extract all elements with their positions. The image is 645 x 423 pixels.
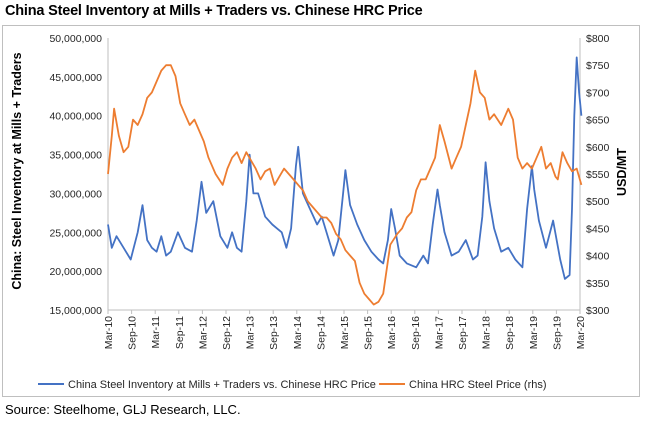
x-tick-label: Mar-20	[575, 316, 587, 349]
y2-tick-label: $800	[586, 33, 610, 45]
series-line-inventory	[107, 56, 583, 280]
y-tick-label: 35,000,000	[49, 150, 102, 162]
x-tick-label: Mar-10	[103, 316, 115, 349]
y-tick-label: 25,000,000	[49, 227, 102, 239]
y2-tick-label: $350	[586, 278, 610, 290]
y-tick-label: 15,000,000	[49, 305, 102, 317]
y2-tick-label: $450	[586, 223, 610, 235]
y2-axis-title: USD/MT	[615, 148, 629, 196]
legend-label-inventory: China Steel Inventory at Mills + Traders…	[68, 379, 376, 391]
x-tick-label: Sep-12	[221, 316, 233, 350]
x-tick-label: Mar-18	[481, 316, 493, 349]
x-tick-label: Mar-12	[197, 316, 209, 349]
legend-label-price: China HRC Steel Price (rhs)	[409, 379, 547, 391]
y-tick-label: 40,000,000	[49, 111, 102, 123]
y2-tick-label: $300	[586, 305, 610, 317]
x-tick-label: Sep-17	[457, 316, 469, 350]
y2-tick-label: $400	[586, 251, 610, 263]
y-axis-title: China: Steel Inventory at Mills + Trader…	[10, 52, 24, 289]
x-tick-label: Mar-19	[528, 316, 540, 349]
y2-tick-label: $500	[586, 196, 610, 208]
y-tick-label: 50,000,000	[49, 33, 102, 45]
legend: China Steel Inventory at Mills + Traders…	[38, 379, 547, 391]
y2-tick-label: $600	[586, 142, 610, 154]
x-tick-label: Mar-11	[150, 316, 162, 349]
x-tick-label: Mar-16	[386, 316, 398, 349]
y2-tick-label: $650	[586, 115, 610, 127]
x-tick-label: Mar-14	[292, 316, 304, 349]
x-tick-label: Sep-16	[410, 316, 422, 350]
x-tick-label: Sep-19	[551, 316, 563, 350]
x-tick-label: Sep-15	[363, 316, 375, 350]
x-tick-label: Sep-10	[127, 316, 139, 350]
chart-frame	[2, 25, 640, 397]
x-tick-label: Sep-11	[174, 316, 186, 349]
x-tick-label: Sep-18	[504, 316, 516, 350]
y2-tick-label: $700	[586, 87, 610, 99]
x-tick-label: Mar-17	[433, 316, 445, 349]
chart-title: China Steel Inventory at Mills + Traders…	[5, 3, 423, 19]
y2-tick-label: $550	[586, 169, 610, 181]
series-line-hrc-price	[107, 64, 583, 306]
x-tick-label: Sep-13	[268, 316, 280, 350]
x-tick-label: Mar-13	[245, 316, 257, 349]
y-tick-label: 20,000,000	[49, 266, 102, 278]
y-tick-label: 30,000,000	[49, 188, 102, 200]
x-tick-label: Mar-15	[339, 316, 351, 349]
source-note: Source: Steelhome, GLJ Research, LLC.	[5, 402, 241, 417]
y2-tick-label: $750	[586, 60, 610, 72]
x-tick-label: Sep-14	[315, 316, 327, 350]
y-tick-label: 45,000,000	[49, 72, 102, 84]
